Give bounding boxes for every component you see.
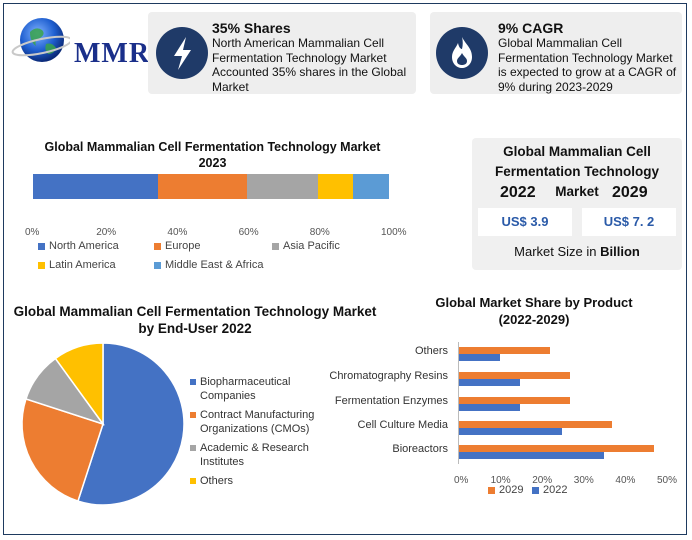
logo-text: MMR — [74, 38, 151, 69]
product-axis-line — [458, 342, 459, 464]
legend-label: Contract Manufacturing Organizations (CM… — [200, 409, 315, 435]
stacked-legend-item: Asia Pacific — [272, 240, 340, 252]
legend-label: Europe — [165, 240, 201, 252]
pie-chart-title: Global Mammalian Cell Fermentation Techn… — [13, 304, 377, 336]
product-bar-2029 — [458, 372, 571, 379]
legend-label: Biopharmaceutical Companies — [200, 376, 291, 402]
market-size-box: Global Mammalian Cell Fermentation Techn… — [472, 138, 682, 270]
year-2022: 2022 — [500, 184, 536, 201]
page-frame — [3, 3, 687, 535]
legend-swatch — [488, 486, 495, 494]
stacked-legend-item: North America — [38, 240, 119, 252]
stacked-tick-label: 20% — [96, 227, 117, 238]
product-category-label: Chromatography Resins — [329, 370, 448, 382]
product-bar-2029 — [458, 421, 612, 428]
value-2029: US$ 7. 2 — [582, 208, 676, 236]
product-tick-label: 10% — [490, 475, 511, 486]
product-bar-2029 — [458, 445, 654, 452]
legend-label: Asia Pacific — [283, 240, 340, 252]
cagr-text: Global Mammalian Cell Fermentation Techn… — [498, 36, 677, 94]
legend-label: 2029 — [499, 484, 524, 496]
legend-swatch — [190, 478, 196, 484]
product-category-label: Others — [414, 345, 448, 357]
legend-swatch — [154, 261, 161, 269]
stacked-tick-label: 80% — [309, 227, 330, 238]
product-legend-item: 2029 — [488, 484, 523, 496]
stacked-segment-1 — [157, 174, 247, 199]
legend-swatch — [190, 445, 196, 451]
stacked-legend-item: Middle East & Africa — [154, 259, 263, 271]
product-tick-label: 50% — [657, 475, 678, 486]
legend-swatch — [190, 412, 196, 418]
cagr-card: 9% CAGR Global Mammalian Cell Fermentati… — [430, 12, 682, 94]
stacked-segment-3 — [317, 174, 354, 199]
shares-text: North American Mammalian Cell Fermentati… — [212, 36, 407, 94]
legend-label: Academic & Research Institutes — [200, 442, 309, 468]
value-2022: US$ 3.9 — [478, 208, 572, 236]
legend-swatch — [38, 261, 45, 269]
product-legend-item: 2022 — [532, 484, 567, 496]
stacked-segment-2 — [246, 174, 318, 199]
legend-label: Middle East & Africa — [165, 259, 264, 271]
legend-label: 2022 — [543, 484, 568, 496]
product-category-label: Bioreactors — [392, 443, 448, 455]
stacked-segment-0 — [33, 174, 158, 199]
shares-title: 35% Shares — [212, 20, 291, 36]
product-bar-2029 — [458, 397, 571, 404]
lightning-icon — [156, 27, 208, 79]
caption-unit: Billion — [600, 244, 640, 259]
product-bar-2022 — [458, 354, 500, 361]
market-size-caption: Market Size in Billion — [472, 244, 682, 259]
product-bar-2029 — [458, 347, 550, 354]
stacked-legend-item: Latin America — [38, 259, 116, 271]
product-tick-label: 30% — [573, 475, 594, 486]
product-tick-label: 20% — [532, 475, 553, 486]
stacked-segment-4 — [353, 174, 389, 199]
market-size-title: Global Mammalian Cell Fermentation Techn… — [494, 144, 659, 199]
legend-swatch — [154, 242, 161, 250]
stacked-tick-label: 100% — [381, 227, 407, 238]
stacked-chart-title: Global Mammalian Cell Fermentation Techn… — [44, 140, 381, 170]
cagr-title: 9% CAGR — [498, 20, 564, 36]
stacked-tick-label: 0% — [25, 227, 40, 238]
globe-icon — [11, 18, 70, 62]
stacked-tick-label: 40% — [167, 227, 188, 238]
year-2029: 2029 — [612, 184, 648, 201]
caption-prefix: Market Size in — [514, 244, 601, 259]
product-tick-label: 40% — [615, 475, 636, 486]
flame-icon — [436, 27, 488, 79]
product-bar-2022 — [458, 452, 604, 459]
legend-swatch — [272, 242, 279, 250]
logo: MMR — [10, 10, 149, 70]
product-chart-title: Global Market Share by Product (2022-202… — [435, 295, 633, 327]
product-category-label: Fermentation Enzymes — [334, 395, 448, 407]
legend-label: Others — [200, 475, 234, 487]
legend-swatch — [532, 486, 539, 494]
legend-swatch — [38, 242, 45, 250]
product-bar-2022 — [458, 379, 521, 386]
product-bar-2022 — [458, 404, 521, 411]
legend-label: North America — [49, 240, 119, 252]
legend-label: Latin America — [49, 259, 116, 271]
product-tick-label: 0% — [454, 475, 469, 486]
stacked-legend-item: Europe — [154, 240, 200, 252]
product-category-label: Cell Culture Media — [357, 419, 448, 431]
stacked-tick-label: 60% — [238, 227, 259, 238]
shares-card: 35% Shares North American Mammalian Cell… — [148, 12, 416, 94]
legend-swatch — [190, 379, 196, 385]
product-bar-2022 — [458, 428, 562, 435]
